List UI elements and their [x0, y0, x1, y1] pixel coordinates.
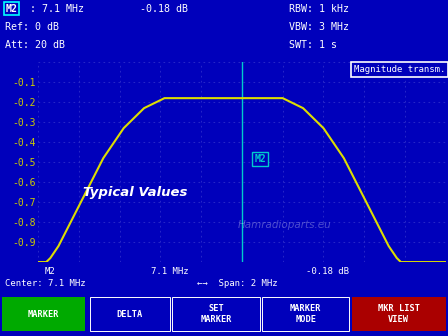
Text: M2: M2: [45, 267, 56, 276]
Text: Typical Values: Typical Values: [83, 186, 187, 199]
Text: 7.1 MHz: 7.1 MHz: [151, 267, 189, 276]
Text: MKR LIST
VIEW: MKR LIST VIEW: [378, 304, 420, 324]
Text: : 7.1 MHz: : 7.1 MHz: [30, 4, 85, 14]
Text: RBW: 1 kHz: RBW: 1 kHz: [289, 4, 349, 14]
Text: ←→  Span: 2 MHz: ←→ Span: 2 MHz: [197, 279, 278, 288]
Text: SET
MARKER: SET MARKER: [200, 304, 232, 324]
Text: SWT: 1 s: SWT: 1 s: [289, 40, 337, 50]
Text: Magnitude transm.: Magnitude transm.: [353, 65, 445, 74]
Text: Center: 7.1 MHz: Center: 7.1 MHz: [5, 279, 86, 288]
Text: M2: M2: [5, 4, 17, 14]
Text: DELTA: DELTA: [117, 310, 143, 319]
Text: VBW: 3 MHz: VBW: 3 MHz: [289, 22, 349, 32]
Text: MARKER: MARKER: [28, 310, 60, 319]
Text: M2: M2: [254, 154, 266, 164]
Text: Hamradioparts.eu: Hamradioparts.eu: [238, 220, 332, 230]
Text: Ref: 0 dB: Ref: 0 dB: [5, 22, 60, 32]
Text: -0.18 dB: -0.18 dB: [139, 4, 188, 14]
Text: -0.18 dB: -0.18 dB: [306, 267, 349, 276]
Text: MARKER
MODE: MARKER MODE: [290, 304, 322, 324]
Text: Att: 20 dB: Att: 20 dB: [5, 40, 65, 50]
